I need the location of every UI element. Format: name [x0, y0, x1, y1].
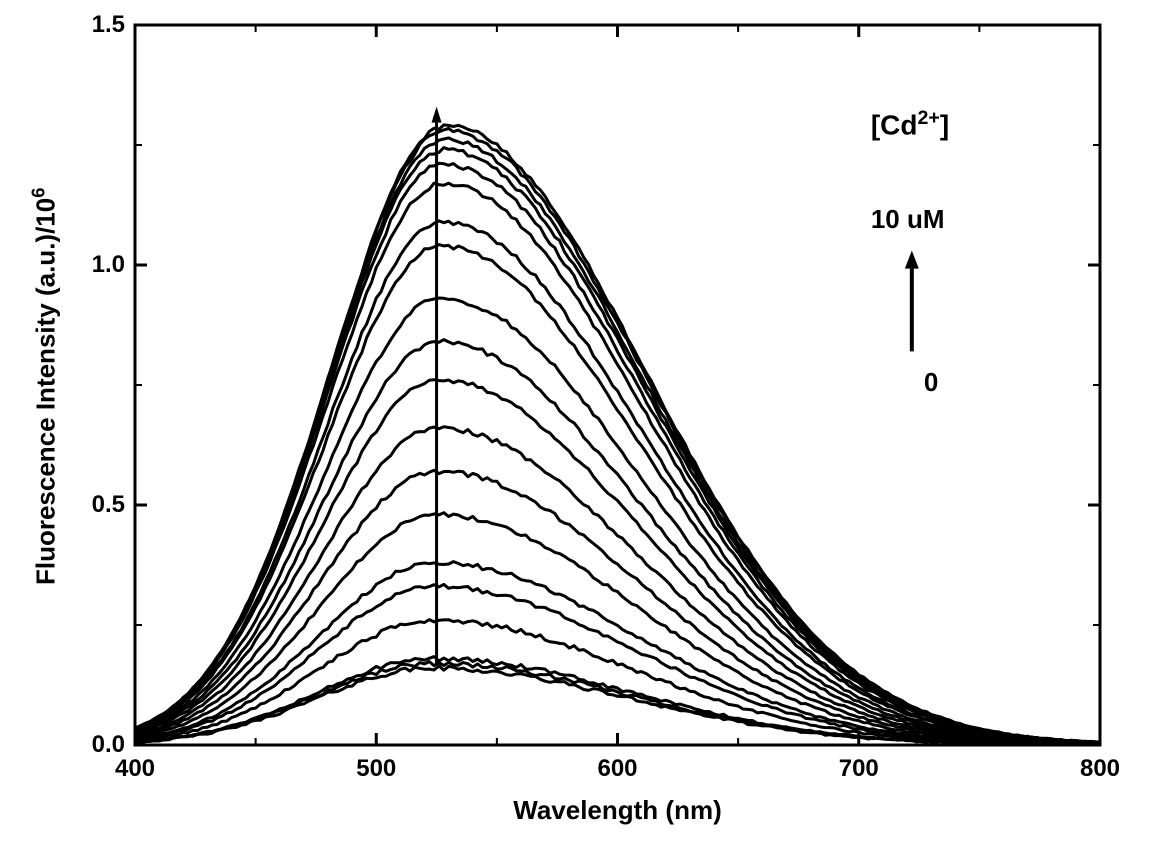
y-tick-label: 0.5 — [92, 491, 125, 519]
x-tick-label: 500 — [346, 755, 406, 783]
y-tick-label: 1.5 — [92, 11, 125, 39]
species-open: [Cd — [871, 109, 918, 140]
y-tick-label: 0.0 — [92, 731, 125, 759]
x-axis-label: Wavelength (nm) — [135, 795, 1100, 826]
conc-top-label: 10 uM — [871, 204, 945, 235]
x-tick-label: 800 — [1070, 755, 1130, 783]
species-close: ] — [940, 109, 949, 140]
y-tick-label: 1.0 — [92, 251, 125, 279]
chart-svg — [0, 0, 1156, 860]
x-tick-label: 700 — [829, 755, 889, 783]
x-tick-label: 400 — [105, 755, 165, 783]
figure: Fluorescence Intensity (a.u.)/106 Wavele… — [0, 0, 1156, 860]
species-super: 2+ — [917, 107, 939, 129]
y-axis-label: Fluorescence Intensity (a.u.)/106 — [29, 136, 62, 636]
plot-area — [0, 0, 1156, 860]
species-label: [Cd2+] — [871, 107, 949, 141]
x-tick-label: 600 — [588, 755, 648, 783]
conc-bottom-label: 0 — [924, 367, 938, 398]
